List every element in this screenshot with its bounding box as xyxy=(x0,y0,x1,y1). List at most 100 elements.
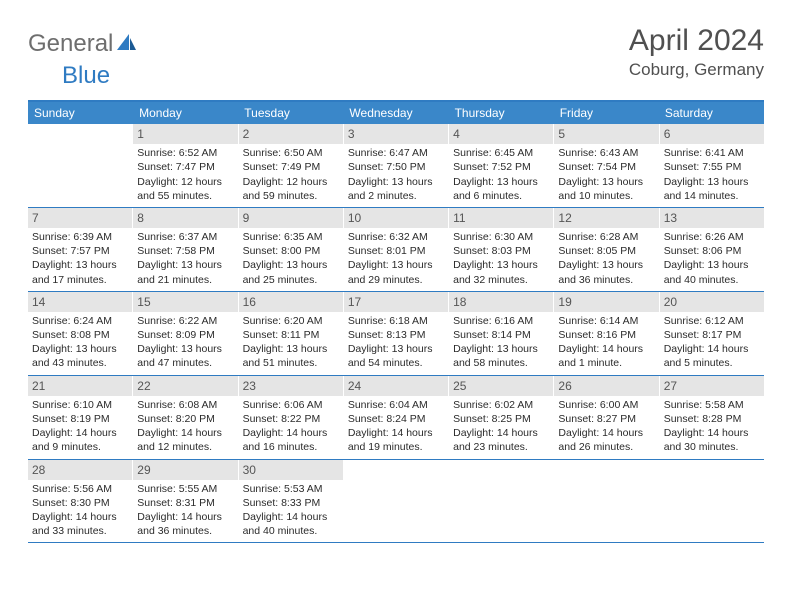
weekday-header: Thursday xyxy=(449,102,554,124)
calendar-cell: 2Sunrise: 6:50 AMSunset: 7:49 PMDaylight… xyxy=(239,124,344,207)
day-number: 14 xyxy=(28,292,132,312)
daylight-line: Daylight: 14 hours and 16 minutes. xyxy=(243,426,339,454)
sunrise-line: Sunrise: 6:14 AM xyxy=(558,314,654,328)
sunset-line: Sunset: 7:52 PM xyxy=(453,160,549,174)
day-number: 2 xyxy=(239,124,343,144)
week-row: 21Sunrise: 6:10 AMSunset: 8:19 PMDayligh… xyxy=(28,376,764,460)
sunset-line: Sunset: 8:06 PM xyxy=(664,244,760,258)
day-number: 27 xyxy=(660,376,764,396)
daylight-line: Daylight: 14 hours and 30 minutes. xyxy=(664,426,760,454)
calendar-cell: 25Sunrise: 6:02 AMSunset: 8:25 PMDayligh… xyxy=(449,376,554,459)
sunrise-line: Sunrise: 6:47 AM xyxy=(348,146,444,160)
calendar-cell-empty xyxy=(28,124,133,207)
daylight-line: Daylight: 14 hours and 26 minutes. xyxy=(558,426,654,454)
cell-body: Sunrise: 6:00 AMSunset: 8:27 PMDaylight:… xyxy=(554,398,658,459)
logo-text-general: General xyxy=(28,30,113,58)
sunset-line: Sunset: 8:16 PM xyxy=(558,328,654,342)
cell-body: Sunrise: 6:12 AMSunset: 8:17 PMDaylight:… xyxy=(660,314,764,375)
sunset-line: Sunset: 8:22 PM xyxy=(243,412,339,426)
calendar-cell: 28Sunrise: 5:56 AMSunset: 8:30 PMDayligh… xyxy=(28,460,133,543)
week-row: 28Sunrise: 5:56 AMSunset: 8:30 PMDayligh… xyxy=(28,460,764,544)
sunset-line: Sunset: 8:31 PM xyxy=(137,496,233,510)
sunset-line: Sunset: 8:20 PM xyxy=(137,412,233,426)
day-number: 4 xyxy=(449,124,553,144)
sunset-line: Sunset: 7:55 PM xyxy=(664,160,760,174)
daylight-line: Daylight: 13 hours and 32 minutes. xyxy=(453,258,549,286)
day-number: 6 xyxy=(660,124,764,144)
calendar-cell: 8Sunrise: 6:37 AMSunset: 7:58 PMDaylight… xyxy=(133,208,238,291)
sunset-line: Sunset: 8:14 PM xyxy=(453,328,549,342)
day-number: 23 xyxy=(239,376,343,396)
weekday-header: Monday xyxy=(133,102,238,124)
calendar-cell-empty xyxy=(660,460,764,543)
calendar-cell: 29Sunrise: 5:55 AMSunset: 8:31 PMDayligh… xyxy=(133,460,238,543)
cell-body: Sunrise: 6:06 AMSunset: 8:22 PMDaylight:… xyxy=(239,398,343,459)
daylight-line: Daylight: 13 hours and 51 minutes. xyxy=(243,342,339,370)
day-number: 1 xyxy=(133,124,237,144)
cell-body: Sunrise: 6:20 AMSunset: 8:11 PMDaylight:… xyxy=(239,314,343,375)
sunrise-line: Sunrise: 6:08 AM xyxy=(137,398,233,412)
sunrise-line: Sunrise: 5:55 AM xyxy=(137,482,233,496)
daylight-line: Daylight: 14 hours and 40 minutes. xyxy=(243,510,339,538)
sunrise-line: Sunrise: 6:12 AM xyxy=(664,314,760,328)
sunset-line: Sunset: 8:01 PM xyxy=(348,244,444,258)
calendar-cell-empty xyxy=(449,460,554,543)
sunrise-line: Sunrise: 5:58 AM xyxy=(664,398,760,412)
week-row: 14Sunrise: 6:24 AMSunset: 8:08 PMDayligh… xyxy=(28,292,764,376)
cell-body: Sunrise: 6:35 AMSunset: 8:00 PMDaylight:… xyxy=(239,230,343,291)
calendar-cell: 16Sunrise: 6:20 AMSunset: 8:11 PMDayligh… xyxy=(239,292,344,375)
cell-body: Sunrise: 6:10 AMSunset: 8:19 PMDaylight:… xyxy=(28,398,132,459)
calendar-cell: 19Sunrise: 6:14 AMSunset: 8:16 PMDayligh… xyxy=(554,292,659,375)
day-number: 19 xyxy=(554,292,658,312)
sunrise-line: Sunrise: 6:45 AM xyxy=(453,146,549,160)
day-number: 29 xyxy=(133,460,237,480)
logo-text-blue: Blue xyxy=(62,62,110,90)
sunset-line: Sunset: 8:11 PM xyxy=(243,328,339,342)
day-number: 10 xyxy=(344,208,448,228)
sunset-line: Sunset: 8:03 PM xyxy=(453,244,549,258)
calendar-cell: 11Sunrise: 6:30 AMSunset: 8:03 PMDayligh… xyxy=(449,208,554,291)
weekday-header: Saturday xyxy=(659,102,764,124)
calendar-cell: 26Sunrise: 6:00 AMSunset: 8:27 PMDayligh… xyxy=(554,376,659,459)
cell-body: Sunrise: 6:26 AMSunset: 8:06 PMDaylight:… xyxy=(660,230,764,291)
daylight-line: Daylight: 12 hours and 59 minutes. xyxy=(243,175,339,203)
calendar-cell: 10Sunrise: 6:32 AMSunset: 8:01 PMDayligh… xyxy=(344,208,449,291)
cell-body: Sunrise: 6:28 AMSunset: 8:05 PMDaylight:… xyxy=(554,230,658,291)
week-row: 7Sunrise: 6:39 AMSunset: 7:57 PMDaylight… xyxy=(28,208,764,292)
calendar-cell: 23Sunrise: 6:06 AMSunset: 8:22 PMDayligh… xyxy=(239,376,344,459)
cell-body: Sunrise: 6:30 AMSunset: 8:03 PMDaylight:… xyxy=(449,230,553,291)
daylight-line: Daylight: 13 hours and 43 minutes. xyxy=(32,342,128,370)
cell-body: Sunrise: 6:52 AMSunset: 7:47 PMDaylight:… xyxy=(133,146,237,207)
day-number: 22 xyxy=(133,376,237,396)
sunset-line: Sunset: 8:19 PM xyxy=(32,412,128,426)
daylight-line: Daylight: 13 hours and 58 minutes. xyxy=(453,342,549,370)
daylight-line: Daylight: 14 hours and 19 minutes. xyxy=(348,426,444,454)
sunset-line: Sunset: 7:54 PM xyxy=(558,160,654,174)
cell-body: Sunrise: 6:08 AMSunset: 8:20 PMDaylight:… xyxy=(133,398,237,459)
sunrise-line: Sunrise: 6:00 AM xyxy=(558,398,654,412)
day-number: 30 xyxy=(239,460,343,480)
daylight-line: Daylight: 14 hours and 36 minutes. xyxy=(137,510,233,538)
daylight-line: Daylight: 14 hours and 5 minutes. xyxy=(664,342,760,370)
day-number: 18 xyxy=(449,292,553,312)
logo: General xyxy=(28,30,139,58)
title-block: April 2024 Coburg, Germany xyxy=(629,24,764,80)
calendar-cell: 30Sunrise: 5:53 AMSunset: 8:33 PMDayligh… xyxy=(239,460,344,543)
sunset-line: Sunset: 8:25 PM xyxy=(453,412,549,426)
sunrise-line: Sunrise: 5:56 AM xyxy=(32,482,128,496)
cell-body: Sunrise: 6:50 AMSunset: 7:49 PMDaylight:… xyxy=(239,146,343,207)
day-number: 25 xyxy=(449,376,553,396)
sunset-line: Sunset: 7:57 PM xyxy=(32,244,128,258)
weekday-header: Friday xyxy=(554,102,659,124)
sunrise-line: Sunrise: 6:20 AM xyxy=(243,314,339,328)
sunrise-line: Sunrise: 6:32 AM xyxy=(348,230,444,244)
calendar-cell: 6Sunrise: 6:41 AMSunset: 7:55 PMDaylight… xyxy=(660,124,764,207)
day-number: 15 xyxy=(133,292,237,312)
calendar-cell: 13Sunrise: 6:26 AMSunset: 8:06 PMDayligh… xyxy=(660,208,764,291)
calendar-cell: 18Sunrise: 6:16 AMSunset: 8:14 PMDayligh… xyxy=(449,292,554,375)
cell-body: Sunrise: 5:55 AMSunset: 8:31 PMDaylight:… xyxy=(133,482,237,543)
sunrise-line: Sunrise: 6:43 AM xyxy=(558,146,654,160)
weekday-header: Wednesday xyxy=(343,102,448,124)
calendar-cell: 1Sunrise: 6:52 AMSunset: 7:47 PMDaylight… xyxy=(133,124,238,207)
cell-body: Sunrise: 6:14 AMSunset: 8:16 PMDaylight:… xyxy=(554,314,658,375)
